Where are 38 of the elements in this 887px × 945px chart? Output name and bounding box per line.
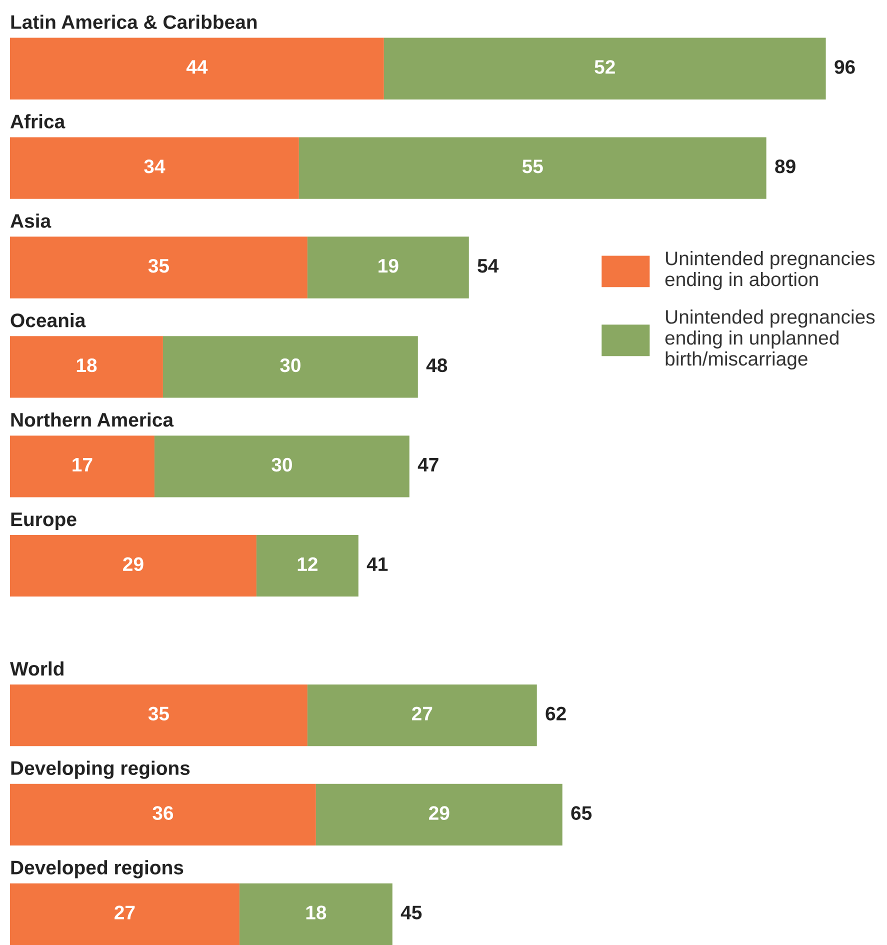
data-label: 18 bbox=[76, 358, 97, 372]
total-label: 41 bbox=[366, 557, 388, 571]
legend-label: Unintended pregnancies ending in abortion bbox=[665, 251, 875, 290]
total-label: 47 bbox=[418, 458, 438, 472]
data-label: 36 bbox=[152, 806, 174, 820]
total-label: 96 bbox=[834, 60, 855, 74]
total-label: 45 bbox=[400, 906, 422, 920]
data-label: 52 bbox=[594, 60, 615, 74]
data-label: 30 bbox=[272, 458, 292, 472]
legend-label: Unintended pregnancies ending in unplanned birth/miscarriage bbox=[665, 310, 875, 370]
y-tick-label: World bbox=[10, 661, 64, 676]
data-label: 29 bbox=[123, 557, 144, 572]
data-label: 27 bbox=[114, 906, 135, 920]
y-tick-label: Developing regions bbox=[11, 760, 190, 779]
data-label: 55 bbox=[522, 160, 543, 174]
total-label: 65 bbox=[571, 806, 592, 820]
data-label: 29 bbox=[429, 806, 450, 820]
total-label: 89 bbox=[775, 160, 796, 174]
y-tick-label: Northern America bbox=[11, 412, 174, 427]
data-label: 19 bbox=[378, 258, 398, 273]
data-label: 12 bbox=[298, 557, 318, 571]
y-tick-label: Developed regions bbox=[11, 860, 184, 878]
total-label: 62 bbox=[546, 706, 566, 721]
data-label: 34 bbox=[144, 160, 166, 174]
y-tick-label: Asia bbox=[10, 214, 52, 228]
data-label: 35 bbox=[148, 706, 169, 721]
data-label: 18 bbox=[306, 906, 326, 920]
y-tick-label: Africa bbox=[10, 114, 66, 128]
data-label: 35 bbox=[148, 258, 169, 273]
data-label: 30 bbox=[280, 358, 300, 372]
total-label: 54 bbox=[478, 259, 499, 273]
total-label: 48 bbox=[426, 358, 448, 372]
data-label: 27 bbox=[412, 706, 432, 720]
y-tick-label: Oceania bbox=[10, 313, 86, 328]
y-tick-label: Europe bbox=[11, 512, 76, 530]
data-label: 44 bbox=[186, 60, 208, 74]
y-tick-label: Latin America & Caribbean bbox=[11, 14, 257, 29]
data-label: 17 bbox=[72, 458, 92, 472]
